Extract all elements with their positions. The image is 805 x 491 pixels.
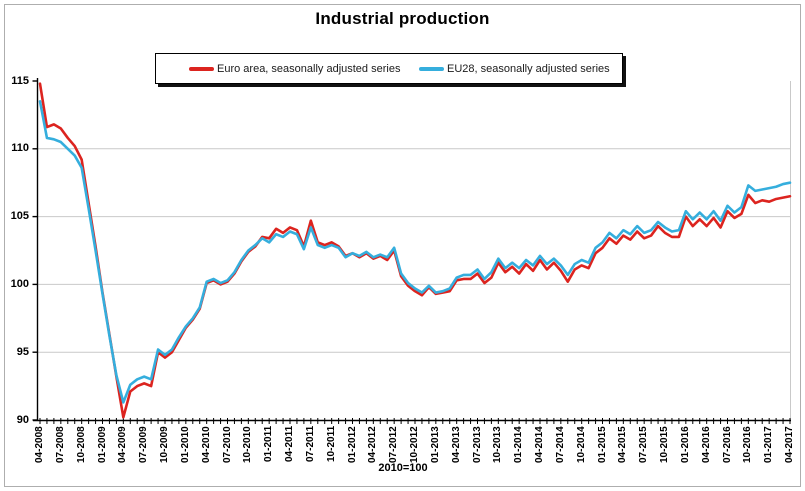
x-axis-tick-label: 01-2014 xyxy=(513,426,525,463)
y-axis-tick-label: 110 xyxy=(11,142,29,155)
x-axis-tick-label: 10-2014 xyxy=(575,426,587,463)
x-axis-tick-label: 01-2015 xyxy=(596,426,608,463)
x-axis-tick-label: 10-2013 xyxy=(492,426,504,463)
legend-box: Euro area, seasonally adjusted series EU… xyxy=(155,53,623,84)
legend-item-euro-area: Euro area, seasonally adjusted series xyxy=(189,54,400,83)
x-axis-tick-label: 10-2015 xyxy=(659,426,670,463)
chart-title: Industrial production xyxy=(315,9,490,28)
x-axis-tick-label: 04-2011 xyxy=(284,426,295,463)
legend-label-eu28: EU28, seasonally adjusted series xyxy=(447,62,610,75)
y-axis-tick-label: 95 xyxy=(16,345,29,358)
x-axis-tick-label: 10-2009 xyxy=(159,426,170,463)
x-axis-tick-label: 01-2009 xyxy=(96,426,108,463)
x-axis-tick-label: 04-2015 xyxy=(617,426,629,463)
x-axis-tick-label: 07-2014 xyxy=(554,426,566,463)
y-axis-tick-label: 105 xyxy=(10,210,29,223)
x-axis-tick-label: 07-2009 xyxy=(138,426,150,463)
x-axis-tick-label: 10-2016 xyxy=(742,426,754,463)
euro-area-line-swatch xyxy=(189,66,214,71)
x-axis-tick-label: 01-2017 xyxy=(763,426,775,463)
legend-label-euro-area: Euro area, seasonally adjusted series xyxy=(217,62,401,75)
x-axis-tick-label: 07-2008 xyxy=(54,426,66,463)
x-axis-tick-label: 07-2013 xyxy=(471,426,483,463)
x-axis-tick-label: 04-2014 xyxy=(534,426,545,463)
y-axis-tick-label: 100 xyxy=(10,277,29,290)
x-axis-tick-label: 04-2017 xyxy=(784,426,795,463)
x-axis-tick-label: 07-2011 xyxy=(304,426,316,463)
x-axis-tick-label: 04-2008 xyxy=(34,426,45,463)
x-axis-tick-label: 10-2008 xyxy=(75,426,87,463)
eu28-line-swatch xyxy=(419,66,444,71)
x-axis-tick-label: 01-2011 xyxy=(263,426,275,463)
x-axis-tick-label: 04-2010 xyxy=(200,426,212,463)
x-axis-tick-label: 01-2010 xyxy=(179,426,191,463)
x-axis-tick-label: 10-2010 xyxy=(242,426,254,463)
x-axis-tick-label: 07-2015 xyxy=(638,426,650,463)
y-axis-tick-label: 115 xyxy=(11,74,29,87)
legend-item-eu28: EU28, seasonally adjusted series xyxy=(419,54,610,83)
axis-unit-note: 2010=100 xyxy=(378,462,428,474)
x-axis-tick-label: 04-2016 xyxy=(700,426,712,463)
y-axis-tick-label: 90 xyxy=(16,413,29,426)
x-axis-tick-label: 01-2016 xyxy=(679,426,691,463)
x-axis-tick-label: 10-2011 xyxy=(325,426,337,463)
x-axis-tick-label: 04-2009 xyxy=(117,426,129,463)
x-axis-tick-label: 07-2010 xyxy=(221,426,233,463)
x-axis-tick-label: 07-2016 xyxy=(721,426,733,463)
